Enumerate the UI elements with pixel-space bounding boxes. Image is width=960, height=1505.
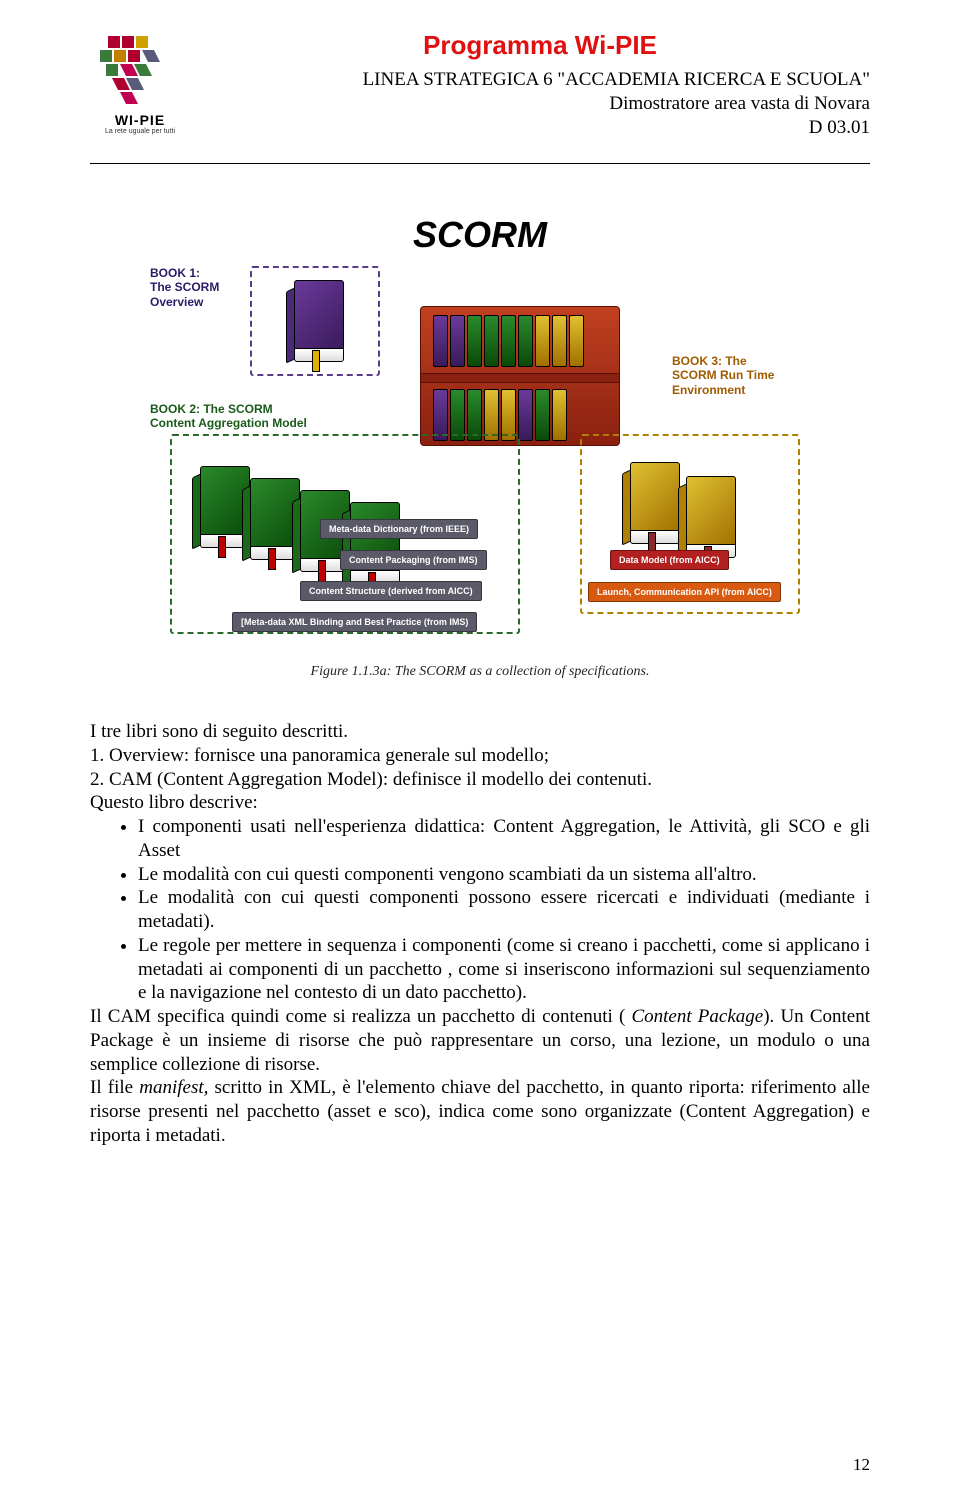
- scorm-figure-title: SCORM: [150, 214, 810, 256]
- bookshelf-icon: [420, 306, 620, 446]
- body-text: I tre libri sono di seguito descritti. 1…: [90, 720, 870, 1148]
- bullet-item: Le modalità con cui questi componenti ve…: [138, 863, 870, 887]
- tag-launch-api: Launch, Communication API (from AICC): [588, 582, 781, 602]
- label-book1: BOOK 1: The SCORM Overview: [150, 266, 245, 309]
- header-line-strategica: LINEA STRATEGICA 6 "ACCADEMIA RICERCA E …: [210, 69, 870, 91]
- tag-content-structure: Content Structure (derived from AICC): [300, 581, 482, 601]
- tag-meta-xml: [Meta-data XML Binding and Best Practice…: [232, 612, 477, 632]
- paragraph-manifest: Il file manifest, scritto in XML, è l'el…: [90, 1076, 870, 1147]
- numbered-item-1: 1. Overview: fornisce una panoramica gen…: [90, 744, 870, 768]
- panel-book1: [250, 266, 380, 376]
- wi-pie-logo-icon: [100, 30, 180, 110]
- tag-data-model: Data Model (from AICC): [610, 550, 729, 570]
- label-book2: BOOK 2: The SCORM Content Aggregation Mo…: [150, 402, 390, 431]
- label-book3: BOOK 3: The SCORM Run Time Environment: [672, 354, 812, 397]
- figure-caption: Figure 1.1.3a: The SCORM as a collection…: [150, 664, 810, 680]
- page-header: WI-PIE La rete uguale per tutti Programm…: [90, 30, 870, 139]
- book-green-icon: [342, 502, 400, 584]
- bullet-list: I componenti usati nell'esperienza didat…: [90, 815, 870, 1005]
- header-dimostratore: Dimostratore area vasta di Novara: [210, 93, 870, 115]
- logo-block: WI-PIE La rete uguale per tutti: [90, 30, 190, 135]
- bullet-item: Le modalità con cui questi componenti po…: [138, 886, 870, 934]
- tag-content-packaging: Content Packaging (from IMS): [340, 550, 487, 570]
- scorm-figure: SCORM BOOK 1: The SCORM Overview: [150, 214, 810, 680]
- book-purple-icon: [286, 280, 344, 362]
- num2-followup: Questo libro descrive:: [90, 791, 870, 815]
- header-text-block: Programma Wi-PIE LINEA STRATEGICA 6 "ACC…: [210, 30, 870, 139]
- logo-sublabel: La rete uguale per tutti: [105, 128, 175, 135]
- paragraph-cam: Il CAM specifica quindi come si realizza…: [90, 1005, 870, 1076]
- logo-label: WI-PIE: [115, 112, 165, 128]
- document-title: Programma Wi-PIE: [210, 30, 870, 61]
- bullet-item: I componenti usati nell'esperienza didat…: [138, 815, 870, 863]
- numbered-item-2: 2. CAM (Content Aggregation Model): defi…: [90, 768, 870, 792]
- page-number: 12: [853, 1455, 870, 1475]
- intro-line: I tre libri sono di seguito descritti.: [90, 720, 870, 744]
- header-doc-number: D 03.01: [210, 117, 870, 139]
- bullet-item: Le regole per mettere in sequenza i comp…: [138, 934, 870, 1005]
- header-divider: [90, 163, 870, 164]
- scorm-diagram-canvas: BOOK 1: The SCORM Overview: [150, 266, 810, 656]
- tag-meta-dictionary: Meta-data Dictionary (from IEEE): [320, 519, 478, 539]
- book-yellow-icon: [622, 462, 680, 544]
- book-yellow-icon: [678, 476, 736, 558]
